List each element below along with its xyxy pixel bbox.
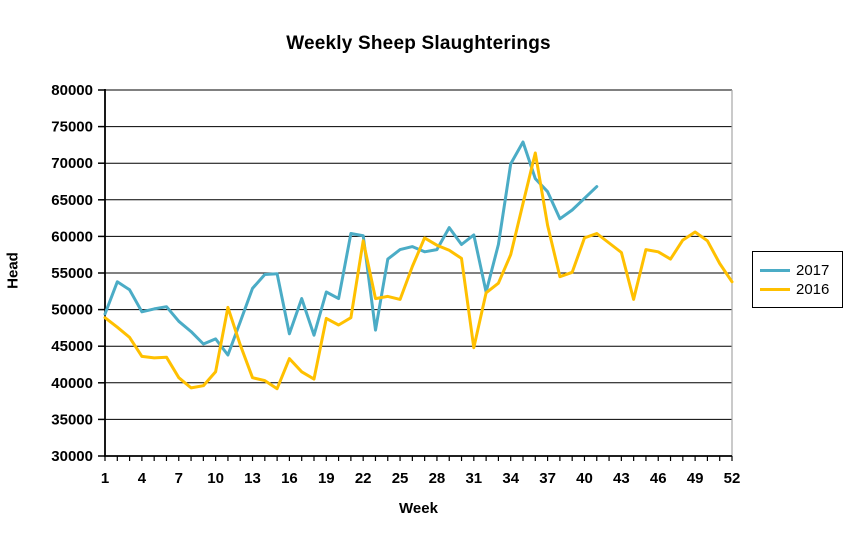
x-tick-label: 16 bbox=[281, 470, 298, 487]
y-tick-label: 55000 bbox=[51, 265, 93, 282]
legend-entry-2017: 2017 bbox=[753, 263, 842, 278]
series-line-2017 bbox=[103, 140, 599, 357]
x-tick-label: 46 bbox=[650, 470, 667, 487]
legend-label-2016: 2016 bbox=[796, 280, 830, 298]
x-tick-label: 7 bbox=[175, 470, 183, 487]
x-tick-label: 31 bbox=[465, 470, 482, 487]
y-tick-label: 65000 bbox=[51, 192, 93, 209]
x-tick-label: 4 bbox=[138, 470, 147, 487]
series-line-2016 bbox=[103, 151, 734, 391]
y-tick-label: 80000 bbox=[51, 82, 93, 99]
y-tick-label: 50000 bbox=[51, 302, 93, 319]
y-tick-label: 75000 bbox=[51, 119, 93, 136]
x-tick-label: 13 bbox=[244, 470, 261, 487]
legend-swatch-2016 bbox=[760, 287, 790, 291]
legend-swatch-2017 bbox=[760, 268, 790, 272]
x-tick-label: 43 bbox=[613, 470, 630, 487]
chart-title: Weekly Sheep Slaughterings bbox=[286, 33, 551, 54]
y-tick-label: 45000 bbox=[51, 338, 93, 355]
y-tick-label: 70000 bbox=[51, 155, 93, 172]
x-tick-label: 49 bbox=[687, 470, 704, 487]
x-axis-title: Week bbox=[399, 500, 438, 517]
x-tick-label: 22 bbox=[355, 470, 372, 487]
y-tick-label: 40000 bbox=[51, 375, 93, 392]
x-tick-label: 52 bbox=[724, 470, 741, 487]
x-tick-label: 28 bbox=[429, 470, 446, 487]
y-axis-title: Head bbox=[4, 252, 22, 289]
x-tick-label: 19 bbox=[318, 470, 335, 487]
x-tick-label: 34 bbox=[502, 470, 519, 487]
x-tick-label: 25 bbox=[392, 470, 409, 487]
x-tick-label: 40 bbox=[576, 470, 593, 487]
y-tick-label: 60000 bbox=[51, 228, 93, 245]
legend-label-2017: 2017 bbox=[796, 261, 830, 279]
legend-entry-2016: 2016 bbox=[753, 282, 842, 297]
y-tick-label: 30000 bbox=[51, 448, 93, 465]
x-tick-label: 10 bbox=[207, 470, 224, 487]
x-tick-label: 1 bbox=[101, 470, 109, 487]
y-tick-label: 35000 bbox=[51, 411, 93, 428]
x-tick-label: 37 bbox=[539, 470, 556, 487]
legend: 2017 2016 bbox=[752, 251, 843, 308]
